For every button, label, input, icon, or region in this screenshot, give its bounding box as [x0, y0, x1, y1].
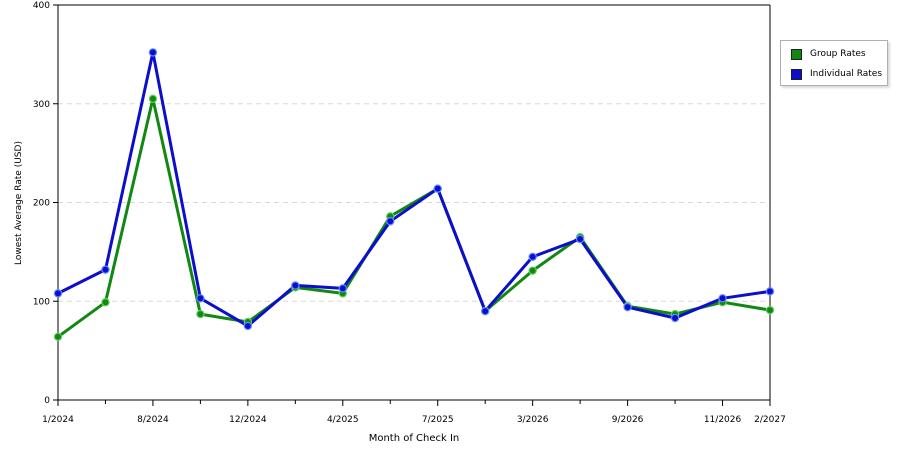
y-tick-label: 200	[33, 199, 50, 209]
tick-labels: 0 100 200 300 400 1/2024 8/2024 12/2024 4/2025 7/…	[33, 1, 786, 425]
x-tick-label: 1/2024	[42, 415, 74, 425]
y-axis-title: Lowest Average Rate (USD)	[14, 141, 24, 265]
data-point-individual-rates	[528, 252, 537, 262]
x-axis-title: Month of Check In	[369, 433, 460, 444]
legend-label-group-rates: Group Rates	[810, 49, 866, 59]
data-point-group-rates	[148, 94, 158, 104]
x-tick-label: 4/2025	[327, 415, 359, 425]
x-tick-label: 7/2025	[422, 415, 454, 425]
x-tick-label: 12/2024	[229, 415, 267, 425]
legend-swatch-group-rates	[791, 48, 802, 60]
y-tick-label: 400	[33, 1, 50, 11]
data-point-individual-rates	[433, 184, 442, 193]
x-tick-label: 11/2026	[704, 415, 742, 425]
data-point-individual-rates	[623, 302, 632, 312]
data-point-individual-rates	[765, 287, 775, 296]
series-line-group-rates	[56, 97, 772, 339]
data-point-individual-rates	[53, 289, 63, 298]
data-points	[53, 48, 775, 341]
legend-label-individual-rates: Individual Rates	[810, 69, 883, 79]
data-point-individual-rates	[670, 313, 680, 323]
data-point-individual-rates	[718, 294, 727, 303]
axes	[53, 4, 771, 406]
y-tick-label: 100	[33, 297, 50, 307]
data-point-group-rates	[765, 305, 775, 315]
x-tick-label: 9/2026	[612, 415, 644, 425]
x-tick-label: 3/2026	[517, 415, 549, 425]
data-point-individual-rates	[148, 48, 158, 57]
data-point-individual-rates	[196, 294, 205, 303]
data-point-individual-rates	[338, 284, 347, 293]
data-point-group-rates	[53, 332, 63, 341]
data-point-group-rates	[101, 298, 110, 307]
data-point-individual-rates	[481, 306, 490, 316]
y-tick-label: 300	[33, 100, 50, 110]
legend-swatch-individual-rates	[791, 68, 802, 80]
data-point-individual-rates	[386, 217, 395, 226]
x-tick-label: 2/2027	[754, 415, 786, 425]
y-tick-label: 0	[44, 396, 50, 406]
series-lines	[56, 50, 772, 339]
chart-legend: Group Rates Individual Rates	[780, 40, 888, 86]
data-point-group-rates	[196, 309, 205, 319]
data-point-individual-rates	[101, 265, 110, 274]
data-point-group-rates	[528, 266, 537, 275]
data-point-individual-rates	[243, 321, 253, 331]
data-point-individual-rates	[291, 281, 300, 290]
data-point-individual-rates	[575, 234, 585, 244]
x-tick-label: 8/2024	[137, 415, 169, 425]
legend-item-group-rates: Group Rates	[791, 47, 866, 61]
legend-item-individual-rates: Individual Rates	[791, 67, 882, 81]
series-line-individual-rates	[56, 50, 772, 328]
